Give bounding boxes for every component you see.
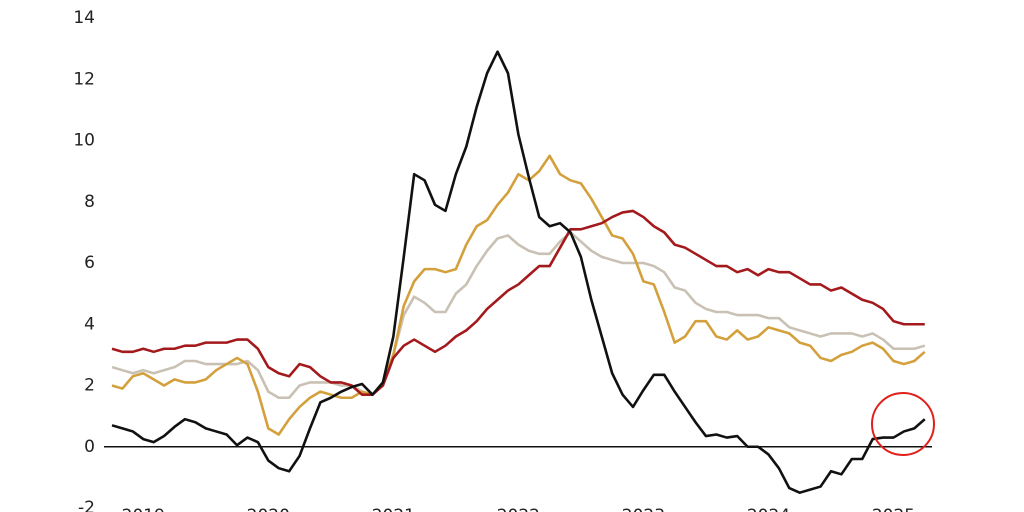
y-tick-label: 6: [84, 253, 95, 273]
y-tick-label: 8: [84, 192, 95, 212]
x-tick-label: 2021: [372, 506, 415, 512]
x-tick-label: 2019: [122, 506, 165, 512]
y-tick-label: -2: [78, 498, 95, 512]
series-line: [111, 231, 926, 400]
y-tick-label: 10: [73, 131, 95, 151]
x-tick-label: 2025: [872, 506, 915, 512]
highlight-circle: [871, 392, 935, 456]
y-tick-label: 12: [73, 69, 95, 89]
series-line: [111, 50, 926, 494]
x-tick-label: 2023: [622, 506, 665, 512]
y-tick-label: 4: [84, 314, 95, 334]
line-layer: [111, 50, 926, 494]
y-tick-label: 2: [84, 376, 95, 396]
x-tick-label: 2020: [247, 506, 290, 512]
series-line: [111, 209, 925, 396]
y-tick-label: 14: [73, 8, 95, 28]
y-tick-label: 0: [84, 437, 95, 457]
series-line: [111, 154, 926, 436]
x-tick-label: 2022: [497, 506, 540, 512]
